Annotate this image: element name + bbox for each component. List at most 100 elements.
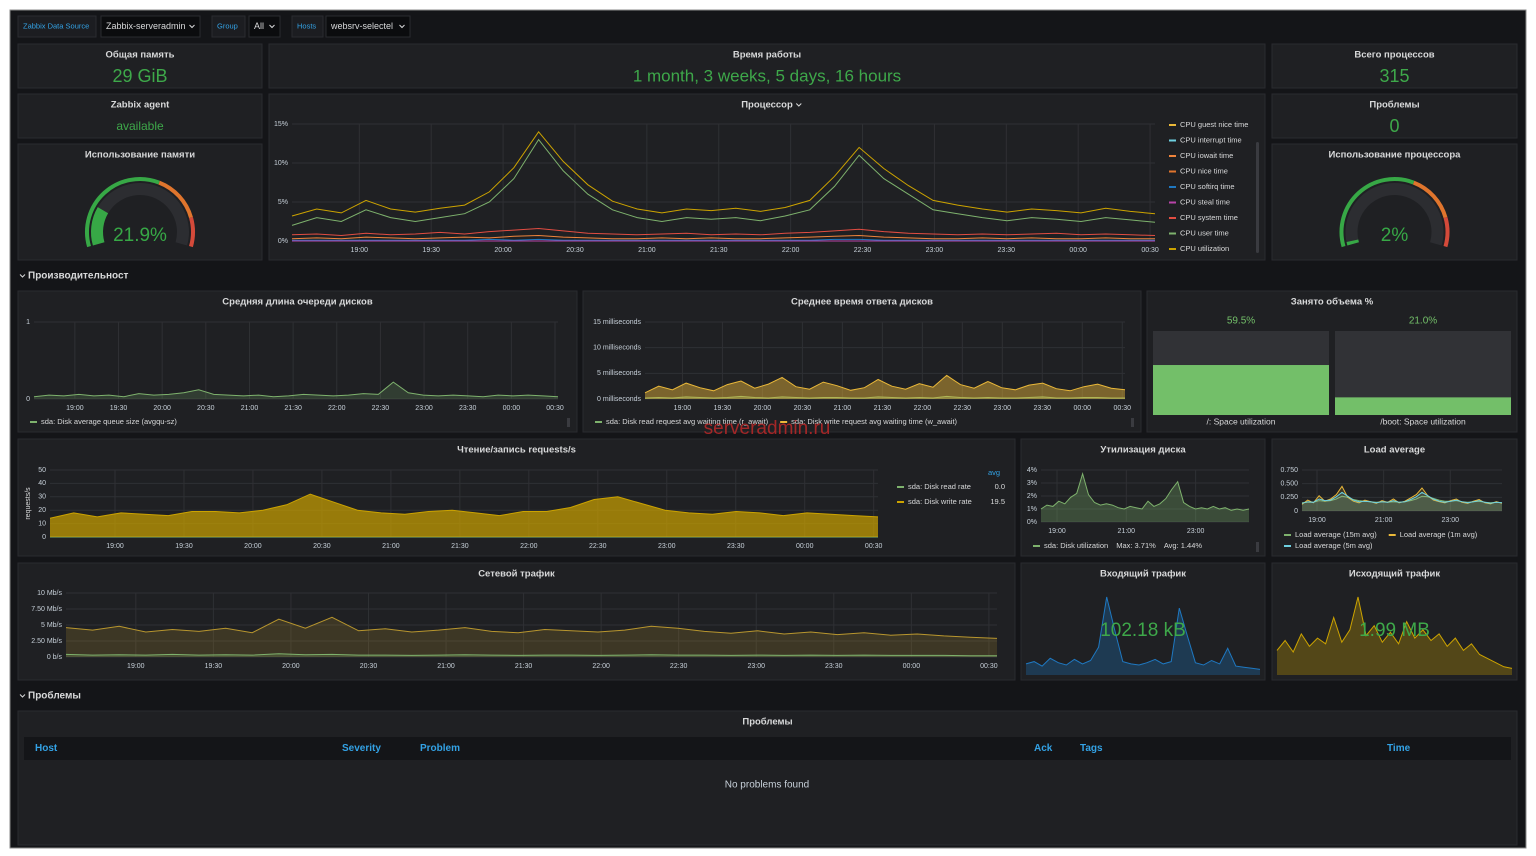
panel <box>17 710 1518 846</box>
chevron-icon <box>189 24 195 29</box>
series-line <box>33 381 559 398</box>
x-tick-label: 00:00 <box>503 405 521 412</box>
gauge-track <box>1345 182 1444 246</box>
sparkline <box>1025 596 1261 670</box>
x-tick-label: 22:00 <box>328 405 346 412</box>
x-tick-label: 20:00 <box>153 405 171 412</box>
y-tick-label: 30 <box>38 494 46 501</box>
y-axis-label: requests/s <box>25 487 32 520</box>
toolbar-dropdown[interactable] <box>325 15 411 38</box>
y-tick-label: 0 <box>42 534 46 541</box>
x-tick-label: 23:00 <box>747 663 765 670</box>
x-tick-label: 00:00 <box>796 543 814 550</box>
y-tick-label: 10% <box>274 160 288 167</box>
series-line <box>65 653 997 657</box>
x-tick-label: 19:30 <box>205 663 223 670</box>
bar <box>1335 397 1511 415</box>
x-tick-label: 21:00 <box>638 247 656 254</box>
x-tick-label: 22:00 <box>520 543 538 550</box>
x-tick-label: 23:30 <box>727 543 745 550</box>
series-area <box>1041 473 1249 522</box>
x-tick-label: 00:30 <box>1141 247 1159 254</box>
y-tick-label: 0% <box>1027 519 1037 526</box>
panel-title: Проблемы <box>742 717 792 728</box>
panel-title: Исходящий трафик <box>1349 569 1441 580</box>
table-column-header[interactable]: Ack <box>1034 743 1053 754</box>
toolbar-label <box>211 15 246 38</box>
x-tick-label: 00:30 <box>546 405 564 412</box>
table-column-header[interactable]: Severity <box>342 743 381 754</box>
y-tick-label: 2% <box>1027 493 1037 500</box>
bar-name: /: Space utilization <box>1207 416 1276 426</box>
series-area <box>50 494 878 537</box>
series-line <box>291 138 1156 226</box>
table-column-header[interactable]: Tags <box>1080 743 1103 754</box>
section-header[interactable]: Проблемы <box>28 690 81 702</box>
bar-name: /boot: Space utilization <box>1380 416 1466 426</box>
x-tick-label: 19:00 <box>106 543 124 550</box>
y-tick-label: 0 b/s <box>47 654 63 661</box>
table-column-header[interactable]: Host <box>35 743 58 754</box>
table-column-header[interactable]: Problem <box>420 743 460 754</box>
x-tick-label: 21:30 <box>451 543 469 550</box>
legend-scrollbar <box>1256 142 1259 253</box>
x-tick-label: 21:30 <box>874 405 892 412</box>
panel-title: Утилизация диска <box>1100 445 1186 456</box>
x-tick-label: 00:00 <box>1074 405 1092 412</box>
x-tick-label: 23:30 <box>825 663 843 670</box>
toolbar-dropdown[interactable] <box>100 15 201 38</box>
x-tick-label: 22:00 <box>592 663 610 670</box>
x-tick-label: 20:00 <box>754 405 772 412</box>
x-tick-label: 22:30 <box>854 247 872 254</box>
toolbar-dropdown[interactable] <box>248 15 281 38</box>
y-tick-label: 15% <box>274 121 288 128</box>
x-tick-label: 00:30 <box>865 543 883 550</box>
gauge-threshold <box>189 217 195 248</box>
chevron-icon <box>399 24 405 29</box>
panel <box>17 438 1016 557</box>
sparkline-area <box>1277 597 1512 675</box>
x-tick-label: 21:00 <box>834 405 852 412</box>
x-tick-label: 21:00 <box>437 663 455 670</box>
section-header[interactable]: Производительност <box>28 271 129 282</box>
sparkline-area <box>1026 597 1260 675</box>
section-chevron <box>19 274 26 278</box>
chevron-icon <box>269 24 275 29</box>
gauge-threshold <box>85 177 160 248</box>
y-tick-label: 0.750 <box>1280 467 1298 474</box>
panel-title: Общая память <box>106 50 175 61</box>
panel <box>17 43 263 89</box>
table-column-header[interactable]: Time <box>1387 743 1411 754</box>
gauge-value: 21.9% <box>113 225 167 246</box>
panel-title: Сетевой трафик <box>478 569 555 580</box>
legend-label: CPU steal time <box>1180 197 1230 206</box>
x-tick-label: 20:30 <box>360 663 378 670</box>
legend-header: avg <box>988 468 1000 477</box>
legend-label: sda: Disk average queue size (avgqu-sz) <box>41 417 177 426</box>
series-line <box>291 130 1156 217</box>
y-tick-label: 0% <box>278 238 288 245</box>
x-tick-label: 20:00 <box>244 543 262 550</box>
legend-label: sda: Disk read request avg waiting time … <box>606 417 769 426</box>
series-line <box>49 493 879 519</box>
table-header <box>24 737 1511 760</box>
legend-scrollbar <box>1256 542 1259 552</box>
panel <box>17 562 1016 681</box>
panel-title: Load average <box>1364 445 1425 456</box>
panel <box>1271 43 1518 89</box>
panel-title: Проблемы <box>1369 100 1419 111</box>
x-tick-label: 21:30 <box>515 663 533 670</box>
panel-title: Использование процессора <box>1329 150 1462 161</box>
series-line <box>292 238 1155 241</box>
series-line <box>644 374 1126 394</box>
y-tick-label: 3% <box>1027 480 1037 487</box>
legend-label: CPU guest nice time <box>1180 120 1248 129</box>
series-line <box>65 616 998 639</box>
x-tick-label: 19:30 <box>422 247 440 254</box>
toolbar-label-text: Zabbix Data Source <box>23 21 89 30</box>
x-tick-label: 19:00 <box>66 405 84 412</box>
x-tick-label: 20:30 <box>197 405 215 412</box>
legend-label: sda: Disk read rate <box>908 482 971 491</box>
bar <box>1153 365 1329 415</box>
